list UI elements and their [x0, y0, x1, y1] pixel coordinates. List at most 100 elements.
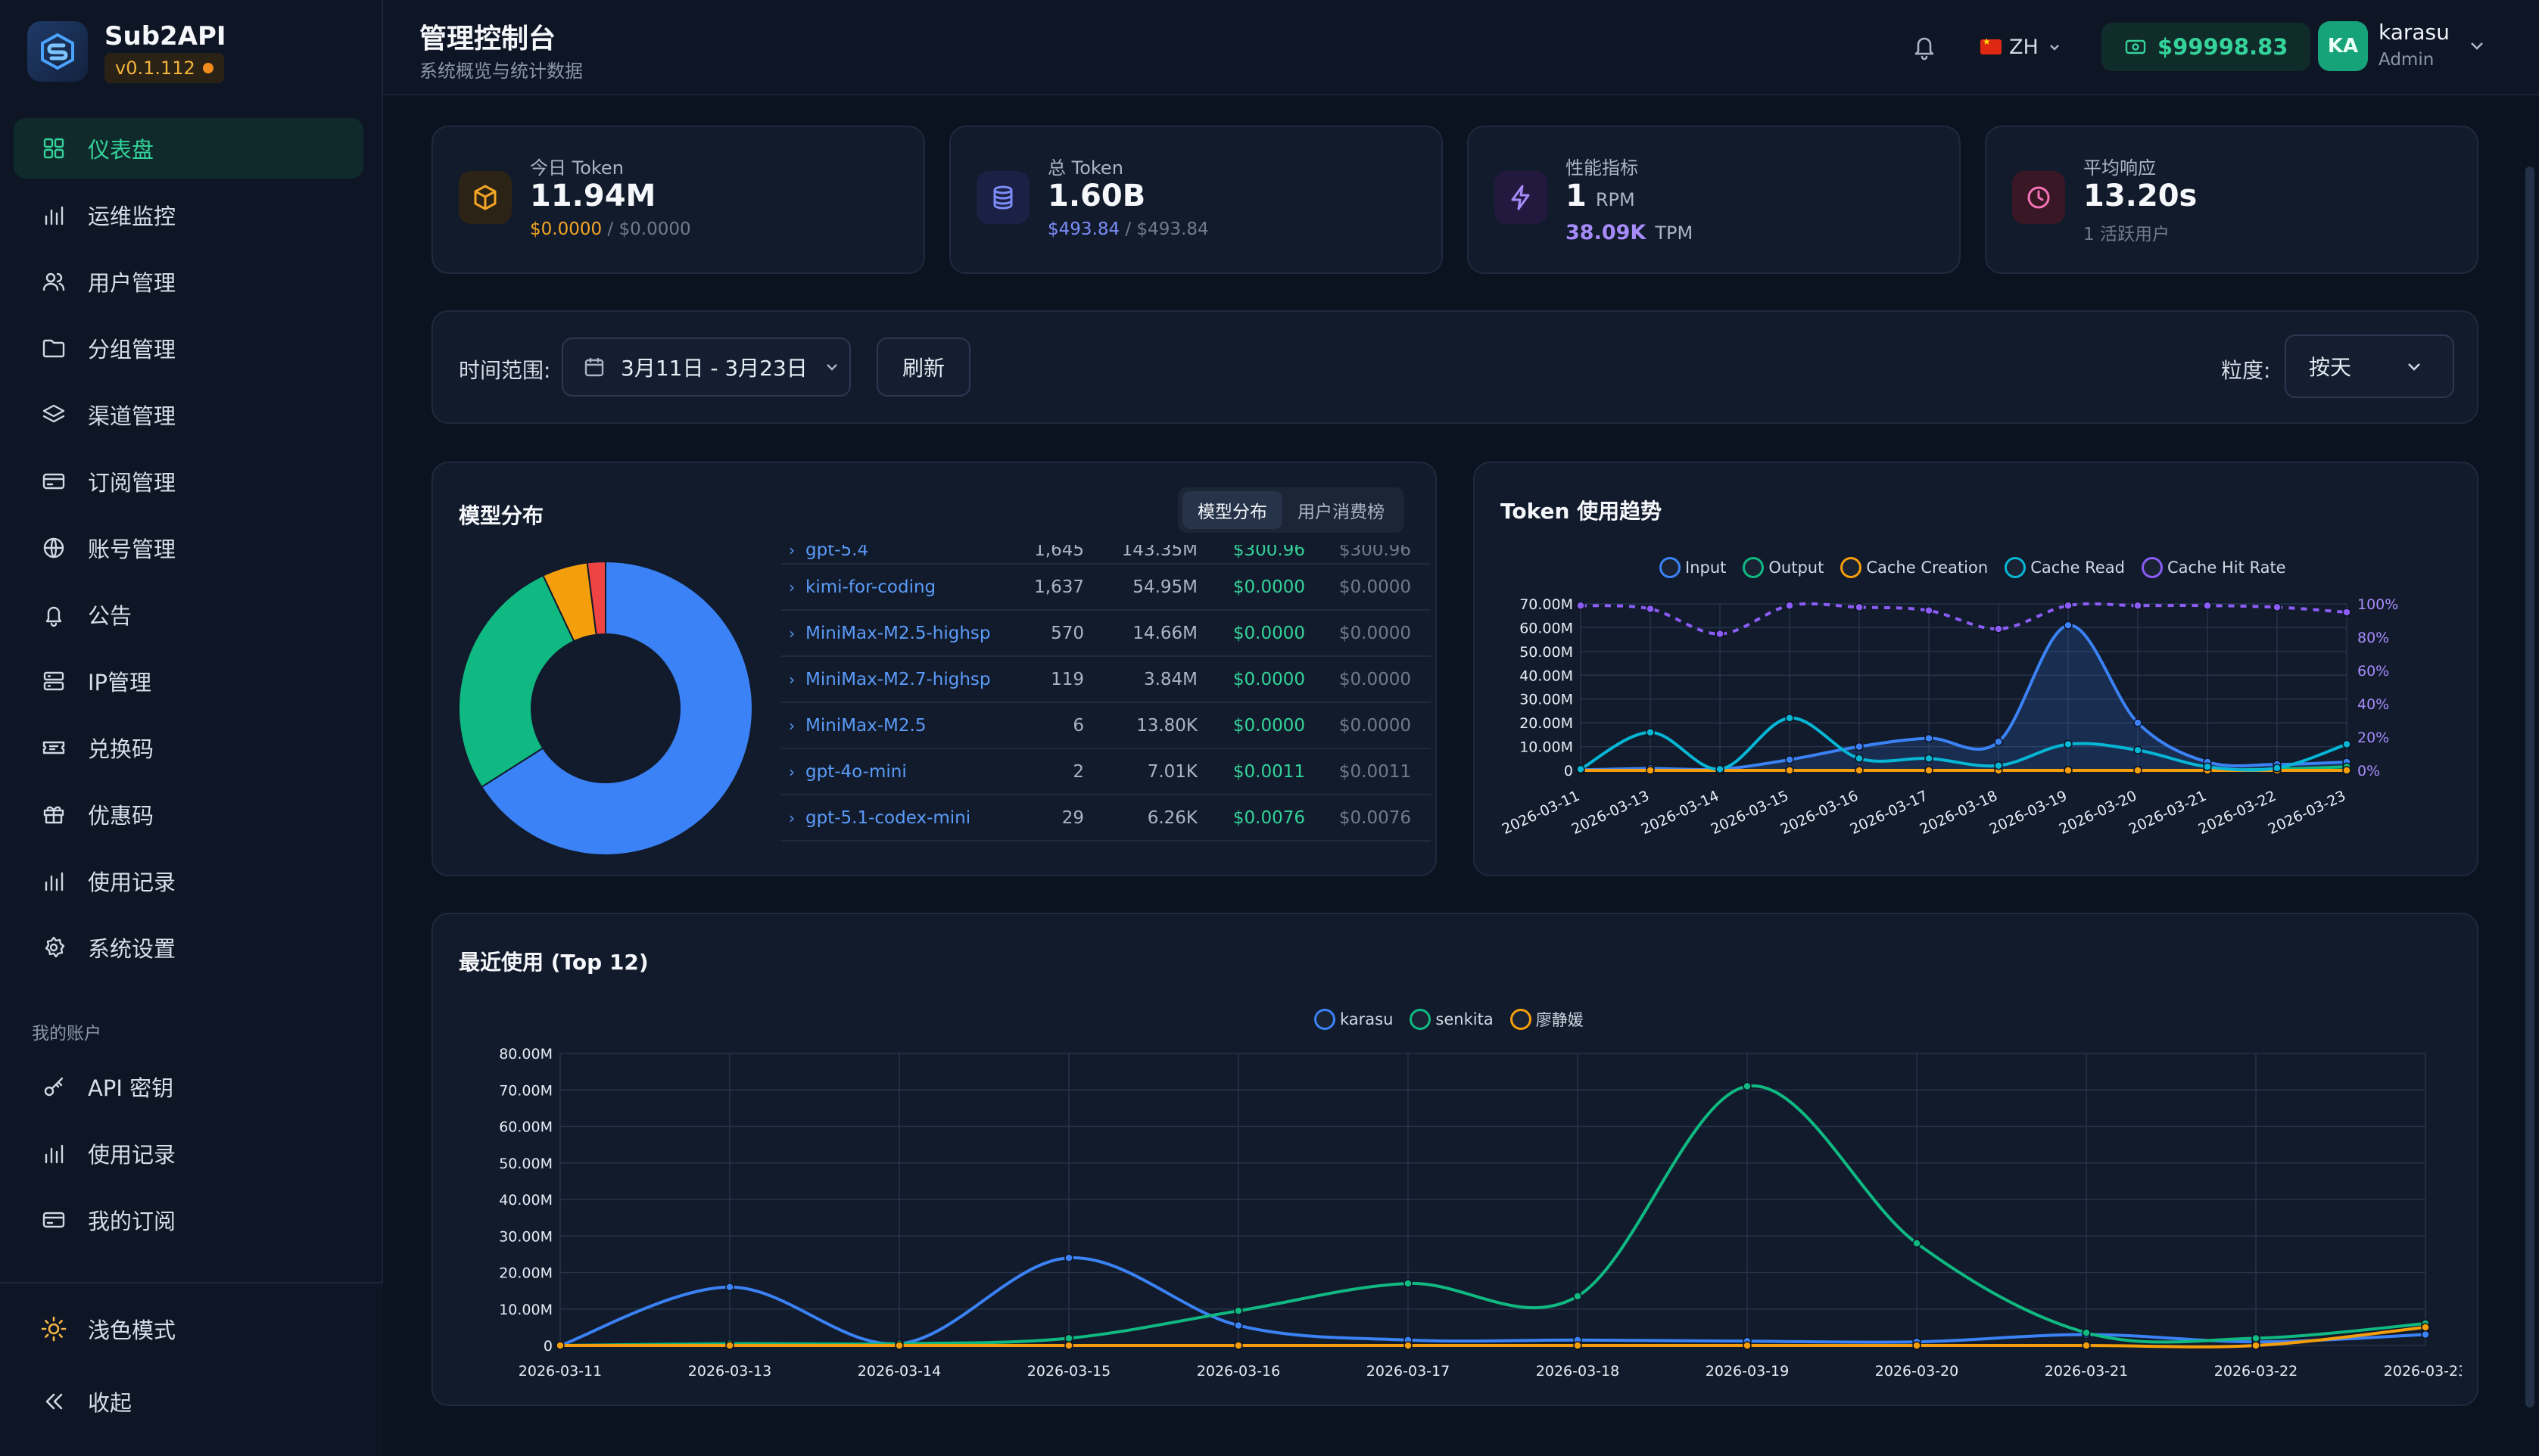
table-row[interactable]: › MiniMax-M2.5 6 13.80K $0.0000 $0.0000 — [781, 703, 1431, 749]
table-row[interactable]: › gpt-5.4 1,645 143.35M $300.96 $300.96 — [781, 545, 1431, 565]
sidebar-item-label: 系统设置 — [88, 936, 176, 962]
data-point — [2342, 608, 2351, 617]
model-name-cell[interactable]: › kimi-for-coding — [781, 577, 1001, 597]
legend-item[interactable]: Cache Creation — [1840, 557, 1988, 578]
sidebar-item-label: 使用记录 — [88, 870, 176, 895]
tab-model-distribution[interactable]: 模型分布 — [1182, 491, 1282, 529]
sidebar-item-兑换码[interactable]: 兑换码 — [14, 717, 363, 778]
sidebar-item-用户管理[interactable]: 用户管理 — [14, 251, 363, 312]
sidebar-item-渠道管理[interactable]: 渠道管理 — [14, 384, 363, 445]
y-tick-label: 80.00M — [499, 1046, 553, 1062]
sidebar-item-账号管理[interactable]: 账号管理 — [14, 518, 363, 578]
sidebar-item-公告[interactable]: 公告 — [14, 584, 363, 645]
cost-cell: $0.0000 — [1232, 577, 1305, 597]
data-point — [1234, 1321, 1243, 1330]
x-tick-label: 2026-03-20 — [2057, 788, 2139, 838]
data-point — [2421, 1323, 2430, 1332]
model-name-cell[interactable]: › gpt-5.1-codex-mini — [781, 808, 1001, 828]
legend-item[interactable]: Input — [1659, 557, 1726, 578]
data-point — [2203, 601, 2212, 610]
notification-bell-icon[interactable] — [1908, 30, 1941, 64]
table-row[interactable]: › MiniMax-M2.7-highsp 119 3.84M $0.0000 $0.00… — [781, 657, 1431, 703]
sidebar-item-运维监控[interactable]: 运维监控 — [14, 185, 363, 245]
user-menu-chevron-icon[interactable] — [2466, 35, 2488, 56]
legend-item[interactable]: Cache Hit Rate — [2141, 557, 2286, 578]
sidebar-item-分组管理[interactable]: 分组管理 — [14, 318, 363, 378]
brand[interactable]: Sub2API v0.1.112 — [27, 17, 226, 92]
stat-cost: $0.0000 — [530, 219, 603, 239]
user-name[interactable]: karasu — [2379, 20, 2450, 45]
chevron-down-icon — [2049, 45, 2059, 51]
data-point — [1912, 1341, 1921, 1350]
sidebar-item-label: 仪表盘 — [88, 137, 154, 163]
sidebar-item-label: 用户管理 — [88, 270, 176, 296]
model-name-cell[interactable]: › MiniMax-M2.7-highsp — [781, 670, 1001, 689]
data-point — [2064, 739, 2073, 749]
language-switcher[interactable]: ZH — [1980, 30, 2063, 64]
avatar[interactable]: KA — [2318, 21, 2368, 71]
account-nav: API 密钥 使用记录 我的订阅 — [14, 1056, 363, 1256]
data-point — [2273, 764, 2282, 773]
x-tick-label: 2026-03-14 — [858, 1363, 941, 1380]
x-tick-label: 2026-03-19 — [1706, 1363, 1789, 1380]
sidebar-item-API-密钥[interactable]: API 密钥 — [14, 1056, 363, 1117]
sidebar-item-我的订阅[interactable]: 我的订阅 — [14, 1190, 363, 1250]
model-name-cell[interactable]: › MiniMax-M2.5-highsp — [781, 624, 1001, 643]
stat-card-today-token: 今日 Token 11.94M $0.0000 / $0.0000 — [431, 126, 925, 274]
legend-label: 廖静媛 — [1535, 1011, 1584, 1029]
sidebar-item-优惠码[interactable]: 优惠码 — [14, 784, 363, 845]
page-scrollbar[interactable] — [2525, 166, 2534, 1408]
chevron-right-icon: › — [789, 762, 795, 781]
wallet-icon — [2125, 39, 2146, 54]
legend-swatch-icon — [1410, 1009, 1431, 1030]
legend-item[interactable]: 廖静媛 — [1509, 1008, 1584, 1031]
legend-item[interactable]: Cache Read — [2005, 557, 2125, 578]
sidebar-item-IP管理[interactable]: IP管理 — [14, 651, 363, 711]
model-name-cell[interactable]: › gpt-5.4 — [781, 545, 1001, 560]
sidebar-item-label: 兑换码 — [88, 736, 154, 762]
stat-tpm: 38.09K TPM — [1565, 221, 1693, 244]
theme-toggle-button[interactable]: 浅色模式 — [14, 1299, 363, 1359]
rpm-value: 1 — [1565, 179, 1587, 213]
sidebar-item-使用记录[interactable]: 使用记录 — [14, 851, 363, 911]
table-row[interactable]: › gpt-5.1-codex-mini 29 6.26K $0.0076 $0.0076 — [781, 795, 1431, 842]
token-trend-card: Token 使用趋势 Input Output Cache Creation Cach… — [1473, 462, 2478, 876]
table-row[interactable]: › gpt-4o-mini 2 7.01K $0.0011 $0.0011 — [781, 749, 1431, 795]
data-point — [1646, 766, 1655, 775]
table-row[interactable]: › MiniMax-M2.5-highsp 570 14.66M $0.0000 $0.0… — [781, 611, 1431, 657]
data-point — [2251, 1333, 2260, 1343]
legend-item[interactable]: Output — [1743, 557, 1824, 578]
sidebar-item-仪表盘[interactable]: 仪表盘 — [14, 118, 363, 179]
user-role: Admin — [2379, 50, 2435, 70]
granularity-select[interactable]: 按天 — [2285, 334, 2454, 398]
legend-item[interactable]: senkita — [1410, 1009, 1494, 1030]
table-row[interactable]: › kimi-for-coding 1,637 54.95M $0.0000 $0.000… — [781, 565, 1431, 611]
refresh-button[interactable]: 刷新 — [877, 338, 970, 397]
data-point — [1924, 733, 1933, 743]
data-point — [1403, 1279, 1413, 1288]
x-tick-label: 2026-03-16 — [1197, 1363, 1280, 1380]
legend-item[interactable]: karasu — [1314, 1009, 1393, 1030]
sidebar-item-label: 订阅管理 — [88, 470, 176, 496]
sidebar-item-订阅管理[interactable]: 订阅管理 — [14, 451, 363, 512]
y-tick-label: 0 — [1564, 763, 1573, 779]
y2-tick-label: 0% — [2357, 763, 2380, 779]
date-range-picker[interactable]: 3月11日 - 3月23日 — [562, 338, 851, 397]
x-tick-label: 2026-03-18 — [1917, 788, 2000, 838]
sidebar-item-使用记录[interactable]: 使用记录 — [14, 1123, 363, 1184]
model-name-cell[interactable]: › gpt-4o-mini — [781, 762, 1001, 782]
collapse-button[interactable]: 收起 — [14, 1371, 363, 1432]
x-tick-label: 2026-03-11 — [1500, 788, 1582, 838]
sidebar-footer: 浅色模式 收起 — [0, 1282, 383, 1456]
sidebar-item-系统设置[interactable]: 系统设置 — [14, 917, 363, 978]
data-point — [1646, 727, 1655, 737]
legend-label: senkita — [1435, 1010, 1494, 1028]
balance-badge[interactable]: $99998.83 — [2101, 23, 2311, 71]
tab-user-ranking[interactable]: 用户消费榜 — [1298, 502, 1385, 522]
balance-amount: $99998.83 — [2157, 34, 2288, 60]
bar-chart-icon — [39, 1139, 68, 1168]
recent-legend: karasu senkita 廖静媛 — [1314, 1008, 1584, 1031]
model-name-cell[interactable]: › MiniMax-M2.5 — [781, 716, 1001, 736]
grid-icon — [39, 134, 68, 163]
x-tick-label: 2026-03-15 — [1709, 788, 1791, 838]
